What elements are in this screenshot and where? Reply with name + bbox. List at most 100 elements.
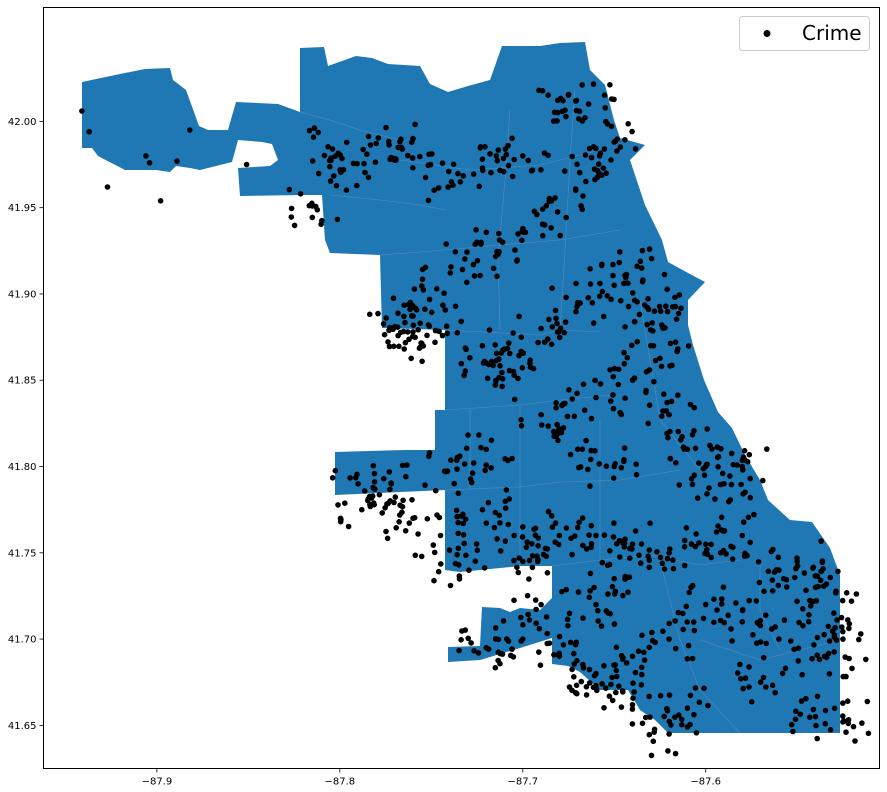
crime-point bbox=[504, 345, 511, 352]
crime-point bbox=[756, 579, 763, 586]
crime-point bbox=[701, 472, 708, 479]
crime-point bbox=[715, 523, 721, 529]
crime-point bbox=[603, 118, 609, 125]
crime-point bbox=[646, 731, 653, 738]
crime-point bbox=[519, 237, 525, 244]
crime-point bbox=[613, 689, 619, 696]
crime-point bbox=[410, 329, 416, 335]
crime-point bbox=[401, 346, 408, 352]
crime-point bbox=[548, 341, 555, 348]
crime-point bbox=[419, 358, 425, 365]
crime-point bbox=[798, 698, 805, 704]
crime-point bbox=[361, 488, 368, 494]
crime-point bbox=[687, 401, 694, 408]
crime-point bbox=[596, 461, 602, 467]
crime-point bbox=[422, 482, 428, 488]
crime-point bbox=[618, 704, 625, 710]
crime-point bbox=[384, 501, 390, 507]
crime-point bbox=[516, 352, 522, 359]
crime-point bbox=[630, 680, 636, 686]
crime-point bbox=[600, 313, 607, 320]
crime-point bbox=[792, 716, 799, 723]
crime-point bbox=[848, 598, 855, 604]
crime-point bbox=[711, 619, 717, 626]
crime-point bbox=[742, 489, 748, 496]
crime-point bbox=[548, 513, 555, 519]
crime-point bbox=[617, 144, 624, 150]
crime-point bbox=[571, 413, 578, 420]
crime-point bbox=[583, 546, 590, 552]
crime-point bbox=[465, 635, 472, 642]
crime-point bbox=[482, 144, 488, 150]
crime-point bbox=[456, 647, 462, 654]
crime-point bbox=[694, 495, 701, 501]
crime-point bbox=[827, 574, 834, 581]
crime-point bbox=[470, 261, 477, 268]
crime-point bbox=[460, 520, 467, 527]
crime-point bbox=[614, 541, 620, 547]
crime-point bbox=[424, 516, 431, 522]
crime-point bbox=[805, 618, 812, 625]
crime-point bbox=[629, 546, 635, 552]
crime-point bbox=[747, 494, 754, 501]
crime-point bbox=[337, 152, 344, 158]
crime-point bbox=[388, 480, 394, 486]
crime-point bbox=[588, 522, 595, 529]
crime-point bbox=[461, 461, 468, 467]
crime-point bbox=[666, 731, 672, 737]
crime-point bbox=[816, 656, 823, 663]
crime-point bbox=[502, 456, 508, 462]
crime-point bbox=[681, 537, 688, 544]
crime-point bbox=[639, 247, 646, 254]
crime-point bbox=[535, 543, 541, 549]
crime-point bbox=[474, 547, 481, 553]
crime-point bbox=[379, 510, 386, 516]
crime-point bbox=[468, 640, 474, 646]
crime-point bbox=[840, 628, 846, 635]
crime-point bbox=[424, 332, 430, 339]
crime-point bbox=[610, 405, 617, 412]
crime-point bbox=[644, 304, 651, 311]
crime-point bbox=[482, 467, 489, 474]
crime-point bbox=[583, 692, 590, 698]
crime-point bbox=[454, 457, 460, 464]
crime-point bbox=[639, 720, 646, 727]
crime-point bbox=[462, 368, 469, 374]
crime-point bbox=[850, 723, 857, 730]
crime-point bbox=[782, 665, 789, 672]
crime-point bbox=[760, 477, 766, 484]
crime-point bbox=[599, 261, 605, 268]
crime-point bbox=[569, 551, 575, 558]
crime-point bbox=[665, 434, 671, 441]
crime-point bbox=[473, 227, 479, 233]
crime-point bbox=[814, 573, 821, 579]
crime-point bbox=[315, 170, 322, 177]
crime-point bbox=[563, 294, 569, 301]
crime-point bbox=[620, 592, 626, 599]
crime-point bbox=[567, 451, 574, 458]
crime-point bbox=[610, 261, 616, 268]
crime-point bbox=[596, 293, 603, 300]
crime-point bbox=[391, 157, 398, 163]
crime-point bbox=[727, 473, 733, 479]
crime-point bbox=[667, 546, 673, 552]
crime-point bbox=[435, 568, 442, 575]
crime-point bbox=[821, 631, 827, 638]
crime-point bbox=[445, 184, 451, 190]
crime-point bbox=[776, 636, 782, 642]
crime-point bbox=[701, 685, 707, 692]
crime-point bbox=[818, 538, 824, 544]
crime-point bbox=[849, 665, 855, 672]
crime-point bbox=[629, 653, 636, 660]
crime-point bbox=[399, 509, 405, 516]
crime-point bbox=[586, 145, 593, 152]
crime-point bbox=[839, 597, 846, 604]
crime-point bbox=[843, 673, 849, 680]
crime-point bbox=[455, 490, 462, 497]
crime-point bbox=[511, 532, 517, 539]
crime-point bbox=[793, 708, 799, 715]
crime-point bbox=[539, 206, 546, 212]
crime-point bbox=[696, 699, 703, 706]
y-tick-label: 41.80 bbox=[8, 462, 37, 473]
crime-point bbox=[633, 471, 640, 478]
